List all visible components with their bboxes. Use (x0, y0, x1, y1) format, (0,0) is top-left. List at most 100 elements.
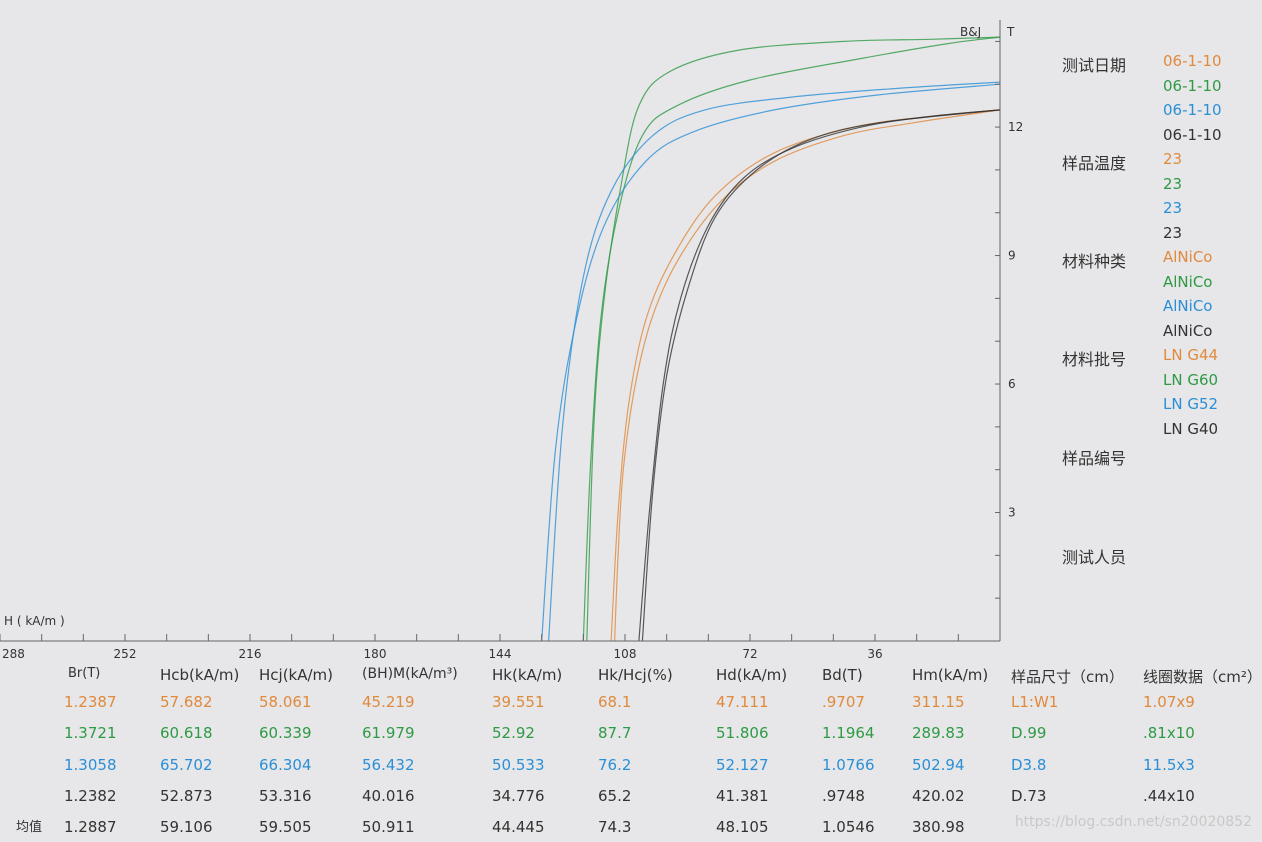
table-cell: 60.618 (160, 724, 213, 742)
legend-value: 06-1-10 (1163, 52, 1222, 70)
x-tick-label: 252 (114, 647, 137, 661)
x-tick-label: 72 (742, 647, 757, 661)
series-line-4 (541, 83, 1001, 642)
table-cell: 57.682 (160, 693, 213, 711)
x-tick-label: 180 (364, 647, 387, 661)
table-cell: 1.3058 (64, 756, 117, 774)
table-cell: 61.979 (362, 724, 415, 742)
table-cell: 47.111 (716, 693, 769, 711)
legend-value: LN G40 (1163, 419, 1219, 438)
table-cell: 502.94 (912, 756, 965, 774)
series-line-2 (586, 36, 1001, 642)
table-cell: 53.316 (259, 787, 312, 805)
legend-label: 测试日期 (1062, 56, 1127, 75)
series-line-3 (582, 36, 1001, 642)
y-tick-label: 12 (1008, 120, 1023, 134)
table-header: 线圈数据（cm²） (1143, 668, 1262, 686)
table-header: Hk(kA/m) (492, 666, 563, 684)
table-cell: 1.07x9 (1143, 693, 1195, 711)
legend-value: LN G52 (1163, 395, 1219, 414)
mean-cell: 50.911 (362, 818, 415, 836)
table-header: Hcb(kA/m) (160, 666, 240, 684)
legend-value: AlNiCo (1163, 272, 1213, 291)
y-tick-label: 3 (1008, 506, 1016, 520)
y-axis-label: B&J (960, 25, 981, 39)
mean-cell: 59.505 (259, 818, 312, 836)
table-cell: 311.15 (912, 693, 965, 711)
x-tick-label: 36 (867, 647, 882, 661)
y-tick-layer: 12 9 6 3 (995, 40, 1023, 599)
series-line-0 (614, 109, 1001, 642)
legend-value: LN G44 (1163, 346, 1219, 364)
table-cell: 56.432 (362, 756, 415, 774)
mean-label: 均值 (16, 820, 43, 835)
table-cell: 68.1 (598, 693, 632, 711)
legend-value: 06-1-10 (1163, 76, 1222, 95)
table-cell: 45.219 (362, 693, 415, 711)
mean-cell: 74.3 (598, 818, 632, 836)
legend-value: AlNiCo (1163, 248, 1213, 266)
x-axis-label: H ( kA/m ) (4, 614, 65, 628)
table-header: Hcj(kA/m) (259, 666, 334, 684)
table-header: Hk/Hcj(%) (598, 666, 673, 684)
table-cell: 41.381 (716, 787, 769, 805)
y-axis-unit: T (1006, 25, 1015, 39)
legend-value: 23 (1163, 174, 1183, 193)
table-cell: D.99 (1011, 724, 1047, 742)
legend-label: 测试人员 (1062, 548, 1127, 567)
x-tick-layer: 288 252 216 180 144 108 72 36 (0, 634, 959, 661)
x-tick-label: 144 (489, 647, 512, 661)
table-cell: 76.2 (598, 756, 632, 774)
x-tick-label: 108 (614, 647, 637, 661)
table-header: Bd(T) (822, 666, 863, 684)
legend-value: AlNiCo (1163, 321, 1213, 340)
watermark: https://blog.csdn.net/sn20020852 (1014, 814, 1252, 830)
table-cell: 420.02 (912, 787, 965, 805)
legend-label: 样品温度 (1062, 154, 1127, 173)
series-line-6 (638, 109, 1001, 642)
series-line-1 (610, 109, 1001, 642)
table-cell: 1.0766 (822, 756, 875, 774)
mean-cell: 1.2887 (64, 818, 117, 836)
mean-cell: 48.105 (716, 818, 769, 836)
mean-cell: 380.98 (912, 818, 965, 836)
mean-cell: 44.445 (492, 818, 545, 836)
y-tick-label: 6 (1008, 377, 1016, 391)
table-cell: 58.061 (259, 693, 312, 711)
table-cell: D3.8 (1011, 756, 1047, 774)
legend-label: 样品编号 (1062, 449, 1127, 468)
table-cell: .9707 (822, 693, 865, 711)
legend-label: 材料批号 (1062, 350, 1127, 369)
mean-cell: 1.0546 (822, 818, 875, 836)
y-tick-label: 9 (1008, 249, 1016, 263)
table-cell: 65.702 (160, 756, 213, 774)
table-cell: 34.776 (492, 787, 545, 805)
table-cell: 11.5x3 (1143, 756, 1195, 774)
table-header: Hd(kA/m) (716, 666, 788, 684)
series-line-7 (641, 109, 1001, 642)
legend-value: 23 (1163, 223, 1183, 242)
table-cell: 289.83 (912, 724, 965, 742)
table-cell: 52.127 (716, 756, 769, 774)
table-cell: 1.3721 (64, 724, 117, 742)
table-cell: 66.304 (259, 756, 312, 774)
table-cell: .44x10 (1143, 787, 1195, 805)
legend-value: AlNiCo (1163, 297, 1213, 316)
table-cell: 52.873 (160, 787, 213, 805)
table-cell: 51.806 (716, 724, 769, 742)
table-cell: 39.551 (492, 693, 545, 711)
table-cell: .81x10 (1143, 724, 1195, 742)
curve-layer (541, 36, 1001, 642)
legend-value: 06-1-10 (1163, 125, 1222, 144)
table-cell: 1.2387 (64, 693, 117, 711)
table-cell: 87.7 (598, 724, 632, 742)
legend-value: 23 (1163, 150, 1183, 168)
legend-value: LN G60 (1163, 370, 1219, 389)
table-cell: 50.533 (492, 756, 545, 774)
table-cell: 52.92 (492, 724, 535, 742)
series-line-5 (548, 81, 1001, 642)
table-cell: .9748 (822, 787, 865, 805)
table-cell: 65.2 (598, 787, 632, 805)
legend-value: 06-1-10 (1163, 101, 1222, 120)
